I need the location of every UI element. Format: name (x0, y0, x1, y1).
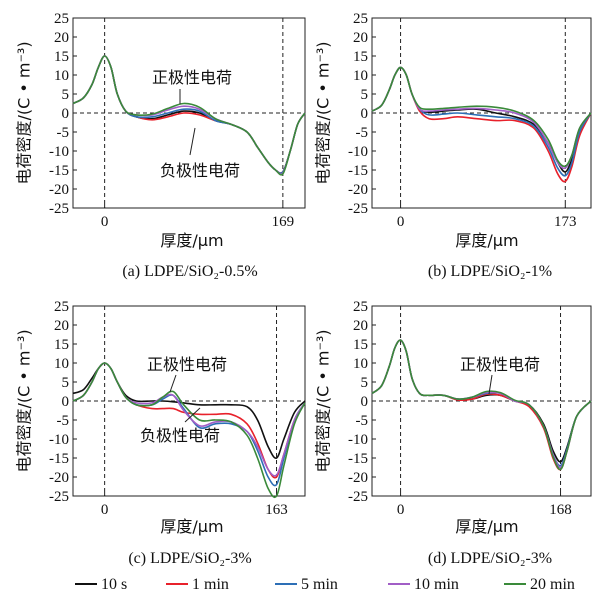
annotation-pointer (189, 127, 196, 156)
y-axis-label: 电荷密度/(C • m⁻³) (15, 329, 34, 472)
annotation-label: 负极性电荷 (160, 161, 240, 180)
y-tick-label: -20 (49, 182, 69, 198)
x-tick-label: 168 (549, 502, 572, 518)
y-tick-label: -25 (49, 201, 69, 217)
y-axis-label: 电荷密度/(C • m⁻³) (15, 41, 34, 184)
legend-label: 20 min (530, 576, 575, 593)
y-tick-label: 10 (54, 356, 69, 372)
annotation-pointer (488, 374, 493, 395)
panel-caption: (a) LDPE/SiO₂-0.5% (122, 263, 257, 280)
annotation-label: 正极性电荷 (460, 355, 540, 374)
y-axis-label: 电荷密度/(C • m⁻³) (314, 41, 333, 184)
chart-panel-a: -25 -20 -15 -10 -5 0 5 10 15 20 25 0 169 电荷密度/(C • m⁻… (15, 11, 306, 280)
y-tick-label: -15 (49, 451, 69, 467)
y-tick-label: 15 (353, 337, 368, 353)
chart-panel-c: -25 -20 -15 -10 -5 0 5 10 15 20 25 0 163 电荷密度/(C • m⁻… (15, 299, 306, 567)
y-tick-label: -15 (49, 163, 69, 179)
x-tick-label: 163 (265, 502, 288, 518)
y-tick-label: 5 (361, 87, 369, 103)
y-tick-label: -20 (348, 470, 368, 486)
y-tick-label: 20 (54, 318, 69, 334)
plot-frame (371, 17, 592, 209)
y-tick-label: -10 (348, 144, 368, 160)
legend-label: 1 min (192, 576, 229, 593)
y-tick-label: -15 (348, 163, 368, 179)
y-tick-label: 25 (353, 299, 368, 315)
series-line-20-min (72, 55, 306, 176)
y-tick-label: 25 (353, 11, 368, 27)
y-tick-label: 10 (353, 68, 368, 84)
annotation-pointer (184, 407, 201, 423)
y-tick-label: -20 (348, 182, 368, 198)
legend: 10 s 1 min 5 min 10 min 20 min (75, 576, 575, 593)
y-tick-label: -10 (49, 144, 69, 160)
x-axis-label: 厚度/μm (160, 517, 223, 536)
x-tick-label: 0 (397, 214, 405, 230)
series-line-1-min (72, 362, 306, 479)
series-line-5-min (371, 66, 592, 177)
x-tick-label: 173 (554, 214, 577, 230)
x-tick-label: 0 (397, 502, 405, 518)
y-tick-label: 20 (353, 30, 368, 46)
y-tick-label: -10 (49, 432, 69, 448)
y-tick-label: -25 (49, 489, 69, 505)
chart-panel-b: -25 -20 -15 -10 -5 0 5 10 15 20 25 0 173 电荷密度/(C • m⁻… (314, 11, 592, 280)
y-tick-label: 5 (62, 375, 70, 391)
series-line-20-min (72, 362, 306, 499)
series-line-20-min (371, 66, 592, 168)
x-axis-label: 厚度/μm (455, 231, 518, 250)
y-tick-label: -25 (348, 201, 368, 217)
legend-label: 10 min (414, 576, 459, 593)
x-tick-label: 169 (272, 214, 295, 230)
y-tick-label: 5 (361, 375, 369, 391)
y-tick-label: -5 (57, 125, 70, 141)
annotation-label: 正极性电荷 (152, 68, 232, 87)
y-tick-label: 10 (54, 68, 69, 84)
annotation-label: 正极性电荷 (147, 355, 227, 374)
y-tick-label: 20 (353, 318, 368, 334)
y-tick-label: -5 (356, 413, 369, 429)
annotation-label: 负极性电荷 (140, 426, 220, 445)
x-tick-label: 0 (101, 214, 109, 230)
series-line-10-min (371, 66, 592, 170)
x-tick-label: 0 (101, 502, 109, 518)
y-axis-label: 电荷密度/(C • m⁻³) (314, 329, 333, 472)
series-line-5-min (72, 362, 306, 487)
x-axis-label: 厚度/μm (455, 517, 518, 536)
y-tick-label: -5 (57, 413, 70, 429)
chart-panel-d: -25 -20 -15 -10 -5 0 5 10 15 20 25 0 168 电荷密度/(C • m⁻… (314, 299, 592, 567)
y-tick-label: -5 (356, 125, 369, 141)
y-tick-label: -10 (348, 432, 368, 448)
y-tick-label: 20 (54, 30, 69, 46)
annotation-pointer (169, 374, 177, 393)
y-tick-label: 0 (361, 394, 369, 410)
x-axis-label: 厚度/μm (160, 231, 223, 250)
series-line-20-min (371, 339, 592, 471)
y-tick-label: 0 (62, 106, 70, 122)
y-tick-label: -15 (348, 451, 368, 467)
y-tick-label: 10 (353, 356, 368, 372)
y-tick-label: 25 (54, 11, 69, 27)
y-tick-label: -20 (49, 470, 69, 486)
y-tick-label: 15 (54, 337, 69, 353)
y-tick-label: 15 (54, 49, 69, 65)
legend-label: 5 min (301, 576, 338, 593)
y-tick-label: 25 (54, 299, 69, 315)
series-line-10-min (72, 362, 306, 477)
panel-caption: (c) LDPE/SiO₂-3% (128, 550, 251, 567)
y-tick-label: 5 (62, 87, 70, 103)
y-tick-label: -25 (348, 489, 368, 505)
panel-caption: (d) LDPE/SiO₂-3% (428, 550, 552, 567)
legend-label: 10 s (101, 576, 127, 593)
y-tick-label: 0 (62, 394, 70, 410)
y-tick-label: 0 (361, 106, 369, 122)
panel-caption: (b) LDPE/SiO₂-1% (428, 263, 552, 280)
y-tick-label: 15 (353, 49, 368, 65)
